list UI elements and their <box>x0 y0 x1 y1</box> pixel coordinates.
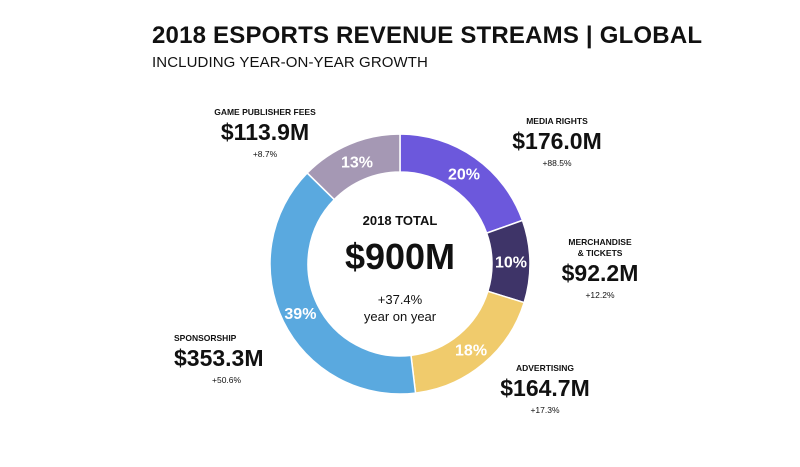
center-growth-note: year on year <box>363 309 437 324</box>
callout-name: GAME PUBLISHER FEES <box>214 107 316 117</box>
donut-slice-percent-label: 39% <box>284 306 316 323</box>
donut-slice-percent-label: 13% <box>341 155 373 172</box>
callout-growth: +12.2% <box>585 290 615 300</box>
callout-media-rights: MEDIA RIGHTS $176.0M +88.5% <box>497 116 617 169</box>
callout-growth: +8.7% <box>252 149 278 159</box>
center-total-value: $900M <box>344 236 456 277</box>
donut-slice-sponsorship <box>269 171 417 395</box>
callout-growth: +88.5% <box>542 158 572 168</box>
center-growth-value: +37.4% <box>377 292 423 307</box>
donut-slice-percent-label: 20% <box>448 166 480 183</box>
callout-merchandise-tickets: MERCHANDISE & TICKETS $92.2M +12.2% <box>545 237 655 301</box>
chart-title: 2018 ESPORTS REVENUE STREAMS | GLOBAL <box>152 22 703 49</box>
callout-growth: +17.3% <box>530 405 560 415</box>
center-total-label: 2018 TOTAL <box>362 213 438 228</box>
chart-subtitle: INCLUDING YEAR-ON-YEAR GROWTH <box>152 54 428 71</box>
donut-slice-percent-label: 18% <box>455 342 487 359</box>
callout-advertising: ADVERTISING $164.7M +17.3% <box>490 363 600 416</box>
donut-slice-game-publisher-fees <box>306 133 401 201</box>
callout-game-publisher-fees: GAME PUBLISHER FEES $113.9M +8.7% <box>200 107 330 160</box>
callout-name-line1: MERCHANDISE <box>568 237 632 247</box>
callout-name-line2: & TICKETS <box>577 248 623 258</box>
callout-sponsorship: SPONSORSHIP $353.3M +50.6% <box>174 333 284 386</box>
callout-value: $353.3M <box>174 345 264 371</box>
callout-value: $92.2M <box>561 260 639 286</box>
callout-value: $164.7M <box>500 375 590 401</box>
callout-value: $176.0M <box>512 128 602 154</box>
callout-value: $113.9M <box>220 119 310 145</box>
callout-growth: +50.6% <box>212 375 242 385</box>
callout-name: MEDIA RIGHTS <box>526 116 588 126</box>
callout-name: ADVERTISING <box>515 363 575 373</box>
donut-slice-percent-label: 10% <box>495 255 527 272</box>
callout-name: SPONSORSHIP <box>174 333 237 343</box>
